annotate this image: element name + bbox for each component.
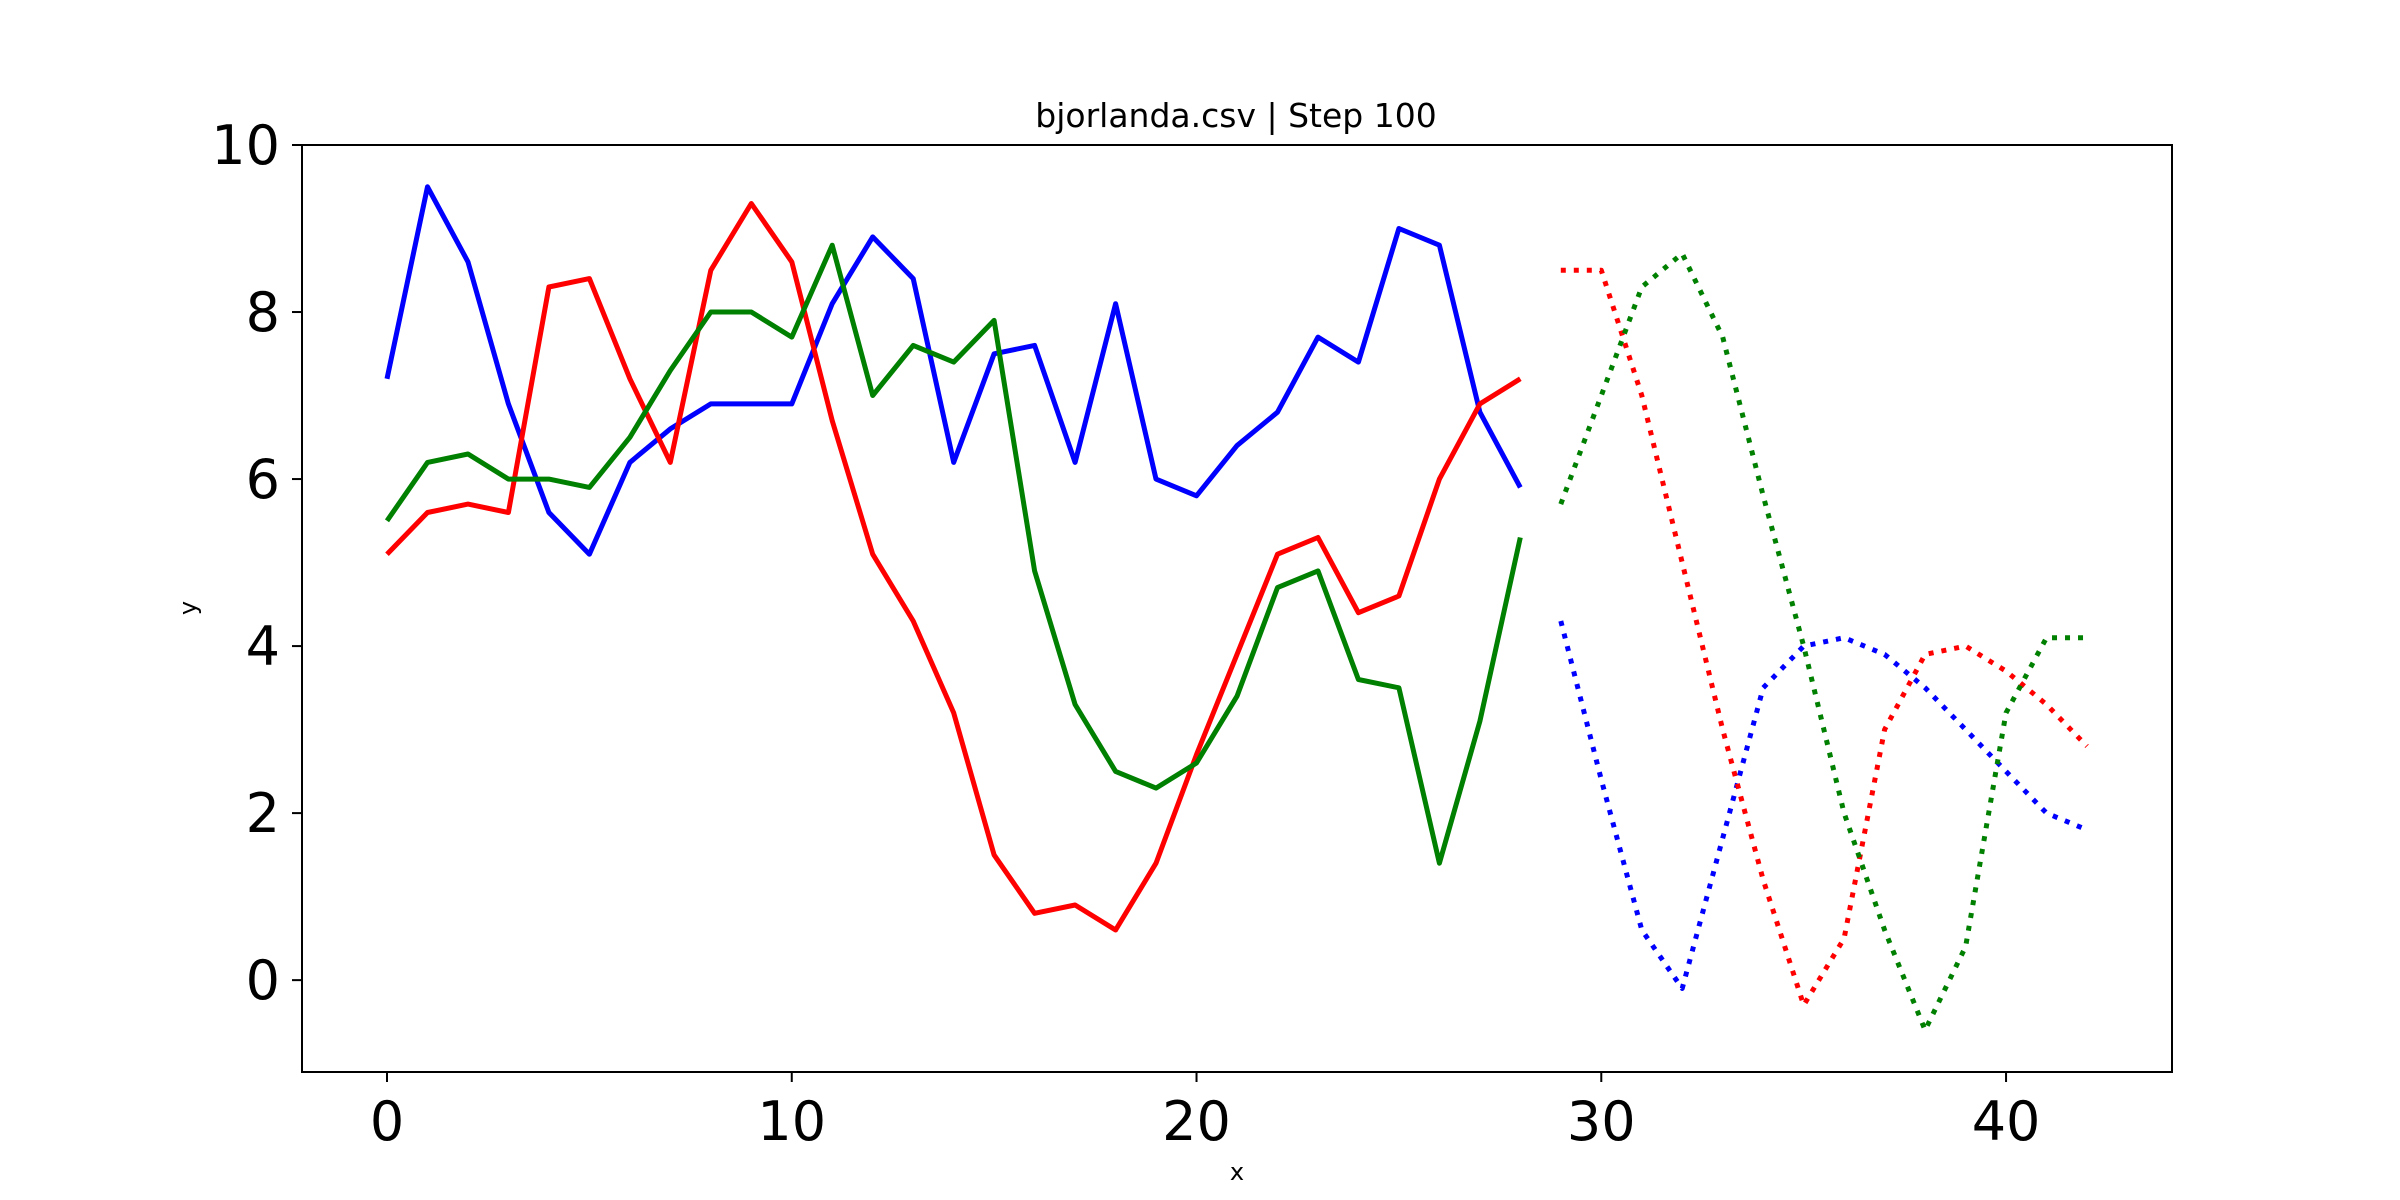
y-tick-label: 4 (246, 615, 280, 678)
y-tick-label: 8 (246, 281, 280, 344)
y-tick-label: 2 (246, 782, 280, 845)
x-tick-label: 0 (370, 1090, 404, 1153)
series-line-5 (1558, 251, 2087, 1033)
series-layer (384, 184, 2089, 1033)
y-axis-label: y (174, 601, 202, 615)
plot-frame (301, 144, 2173, 1073)
x-tick-label: 30 (1567, 1090, 1636, 1153)
x-tick-label: 40 (1972, 1090, 2041, 1153)
series-line-1 (385, 201, 1522, 933)
x-tick-label: 10 (757, 1090, 826, 1153)
x-tick-label: 20 (1162, 1090, 1231, 1153)
y-tick-label: 10 (211, 114, 280, 177)
y-tick-label: 0 (246, 949, 280, 1012)
x-axis-label: x (1230, 1158, 1244, 1186)
series-line-2 (384, 242, 1523, 866)
axes-layer: 0 10 20 30 40 0 2 4 6 8 10 (211, 114, 2040, 1153)
y-tick-label: 6 (246, 448, 280, 511)
series-line-0 (384, 184, 1523, 557)
chart-title: bjorlanda.csv | Step 100 (1035, 96, 1436, 135)
